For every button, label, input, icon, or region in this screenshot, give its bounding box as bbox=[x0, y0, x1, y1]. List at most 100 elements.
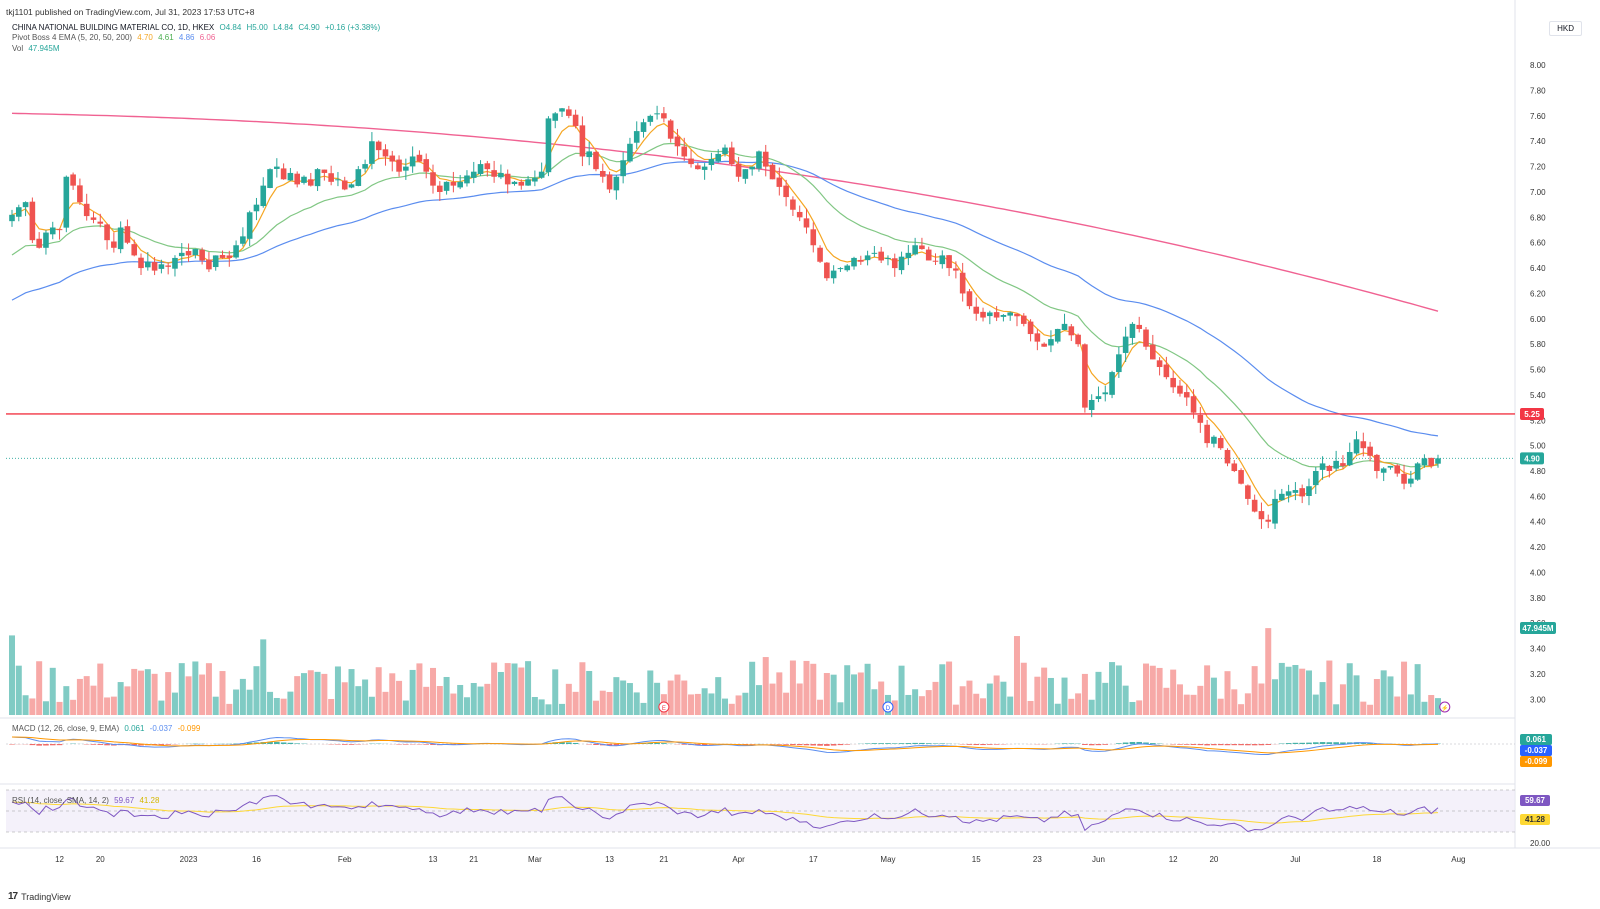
candle-body bbox=[1360, 441, 1367, 449]
candle-body bbox=[212, 255, 219, 268]
macd-histogram-bar bbox=[885, 743, 891, 744]
candle-body bbox=[919, 245, 925, 250]
volume-bar bbox=[1244, 693, 1251, 715]
volume-bar bbox=[341, 682, 348, 715]
candle-body bbox=[647, 115, 654, 122]
candle-body bbox=[1353, 439, 1360, 454]
volume-bar bbox=[117, 682, 124, 715]
candle-body bbox=[15, 207, 22, 217]
candle-body bbox=[742, 169, 749, 179]
candle-body bbox=[301, 176, 307, 183]
volume-bar bbox=[36, 661, 43, 715]
candle-body bbox=[1367, 446, 1373, 456]
candle-body bbox=[1163, 364, 1170, 378]
macd-histogram-bar bbox=[1238, 744, 1244, 746]
volume-bar bbox=[83, 676, 90, 715]
candle-body bbox=[219, 254, 226, 258]
macd-histogram-bar bbox=[1224, 744, 1231, 746]
candle-body bbox=[1435, 458, 1441, 464]
macd-histogram-bar bbox=[56, 744, 63, 746]
volume-bar bbox=[450, 693, 457, 715]
candle-body bbox=[29, 201, 36, 241]
macd-histogram-bar bbox=[348, 744, 355, 745]
volume-bar bbox=[1285, 666, 1292, 715]
candle-body bbox=[695, 165, 701, 170]
candle-body bbox=[1034, 333, 1041, 342]
candle-body bbox=[790, 199, 796, 210]
candle-body bbox=[470, 171, 477, 178]
y-tick-label: 6.20 bbox=[1530, 289, 1546, 298]
volume-bar bbox=[239, 678, 246, 715]
candle-body bbox=[1346, 451, 1353, 466]
candle-body bbox=[165, 265, 171, 267]
volume-bar bbox=[430, 667, 437, 715]
candle-body bbox=[552, 113, 559, 121]
candle-body bbox=[946, 255, 952, 269]
volume-bar bbox=[586, 670, 593, 715]
volume-bar bbox=[1272, 679, 1279, 715]
macd-histogram-bar bbox=[1299, 742, 1305, 744]
candle-body bbox=[593, 151, 599, 170]
volume-bar bbox=[402, 700, 409, 715]
y-tick-label: 7.80 bbox=[1530, 87, 1546, 96]
candle-body bbox=[328, 173, 334, 182]
candle-body bbox=[932, 260, 939, 262]
volume-bar bbox=[1095, 671, 1102, 715]
currency-button[interactable]: HKD bbox=[1549, 21, 1582, 36]
macd-histogram-bar bbox=[932, 743, 939, 744]
volume-bar bbox=[49, 667, 56, 715]
candle-body bbox=[1129, 323, 1136, 338]
macd-histogram-bar bbox=[1245, 744, 1251, 746]
volume-bar bbox=[844, 665, 851, 715]
macd-histogram-bar bbox=[871, 743, 878, 744]
candle-body bbox=[1054, 328, 1061, 342]
macd-histogram-bar bbox=[891, 743, 898, 744]
macd-histogram-bar bbox=[1183, 744, 1190, 745]
candle-body bbox=[464, 175, 470, 184]
event-marker-icon bbox=[658, 701, 670, 713]
volume-bar bbox=[952, 704, 959, 715]
macd-histogram-bar bbox=[341, 744, 348, 745]
candle-body bbox=[688, 158, 694, 165]
candle-body bbox=[403, 166, 409, 171]
macd-histogram-bar bbox=[796, 744, 803, 746]
candle-body bbox=[1095, 396, 1102, 400]
volume-bar bbox=[1414, 664, 1421, 715]
volume-bar bbox=[457, 684, 464, 715]
y-tick-label: 7.20 bbox=[1530, 163, 1546, 172]
candle-body bbox=[172, 257, 178, 269]
candle-body bbox=[796, 211, 803, 218]
candle-body bbox=[1279, 493, 1285, 501]
macd-histogram-bar bbox=[403, 744, 409, 745]
volume-bar bbox=[144, 669, 151, 715]
ema50-value: 4.86 bbox=[178, 33, 195, 42]
candle-body bbox=[1231, 463, 1238, 472]
volume-bar bbox=[375, 667, 382, 715]
candle-body bbox=[185, 251, 192, 256]
y-tick-label: 5.00 bbox=[1530, 442, 1546, 451]
candle-body bbox=[1258, 511, 1265, 520]
volume-bar bbox=[497, 671, 504, 715]
macd-histogram-bar bbox=[97, 744, 104, 745]
candle-body bbox=[362, 164, 368, 169]
candle-body bbox=[864, 255, 871, 261]
volume-bar bbox=[1204, 665, 1211, 715]
volume-bar bbox=[382, 691, 389, 715]
candle-body bbox=[735, 163, 742, 177]
candle-body bbox=[959, 272, 966, 294]
volume-bar bbox=[104, 697, 111, 715]
macd-histogram-bar bbox=[1231, 744, 1238, 746]
candle-body bbox=[708, 159, 715, 166]
macd-tag-label: -0.037 bbox=[1525, 746, 1548, 755]
candle-body bbox=[891, 258, 898, 269]
macd-label: MACD (12, 26, close, 9, EMA) bbox=[12, 724, 120, 733]
macd-histogram-bar bbox=[1319, 742, 1326, 744]
candle-body bbox=[423, 159, 430, 172]
candle-body bbox=[1408, 478, 1414, 484]
volume-bar bbox=[1190, 694, 1197, 715]
macd-tag bbox=[1520, 756, 1552, 767]
candle-body bbox=[749, 166, 755, 170]
macd-histogram-bar bbox=[776, 744, 783, 745]
rsi-tag-label: 59.67 bbox=[1525, 796, 1546, 805]
